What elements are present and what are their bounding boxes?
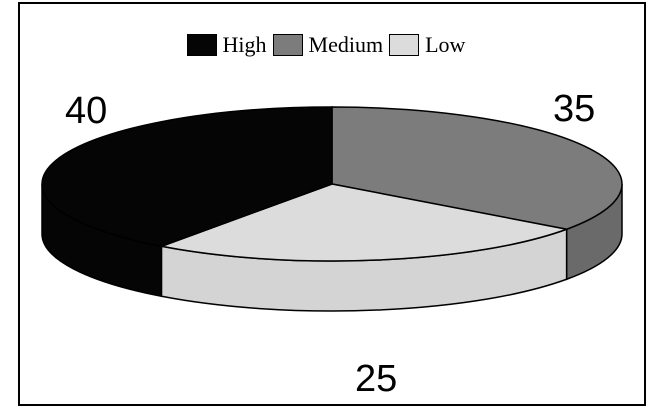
legend: High Medium Low [0, 34, 652, 56]
pie-slice-low [158, 183, 570, 262]
data-label-high: 40 [65, 90, 108, 132]
data-label-low: 25 [355, 358, 398, 400]
legend-label-low: Low [425, 32, 466, 57]
legend-swatch-medium [272, 34, 303, 56]
legend-swatch-low [389, 34, 420, 56]
legend-item-high: High [186, 32, 267, 57]
legend-item-medium: Medium [272, 32, 384, 57]
legend-label-high: High [222, 32, 267, 57]
pie-slice-high [41, 106, 333, 248]
data-label-medium: 35 [553, 88, 596, 130]
legend-swatch-high [186, 34, 217, 56]
legend-item-low: Low [389, 34, 465, 56]
legend-label-medium: Medium [308, 32, 384, 57]
pie-slice-medium [331, 106, 623, 231]
